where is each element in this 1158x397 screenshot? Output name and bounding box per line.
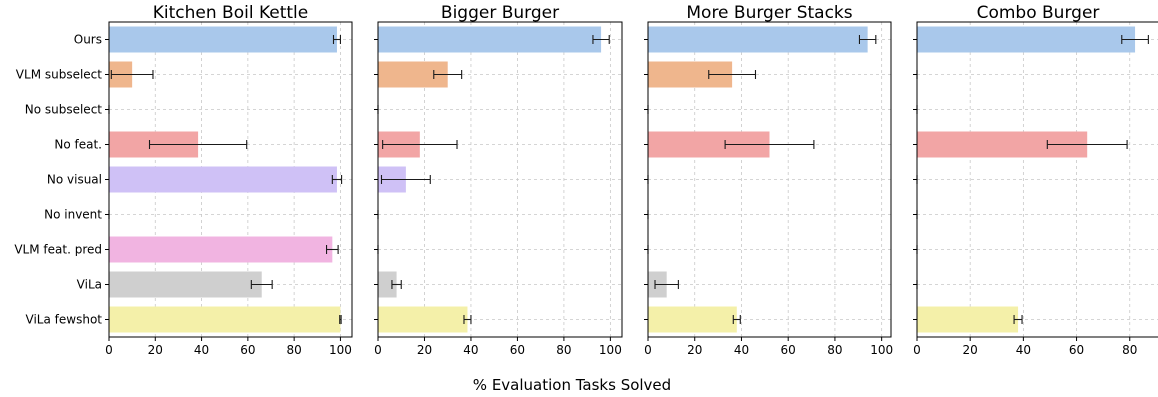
bar-ours [378,26,602,53]
bar-vila-fewshot [917,306,1019,333]
y-tick-label: No subselect [25,103,103,117]
x-tick-label: 60 [1069,343,1084,357]
y-tick-label: ViLa fewshot [26,313,103,327]
panel-title: Bigger Burger [441,3,559,23]
x-tick-label: 0 [374,343,382,357]
error-bar [724,140,815,149]
error-bar [382,140,458,149]
error-bar [380,175,431,184]
x-tick-label: 80 [556,343,571,357]
error-bar [463,315,472,324]
error-bar [433,70,463,79]
bar-no-visual [109,166,337,193]
y-tick-label: VLM feat. pred [14,243,102,257]
panel-4: 0 20 40 60 80 Combo Burger [913,3,1158,357]
bar-vila-fewshot [109,306,341,333]
y-tick-label: ViLa [77,278,102,292]
x-tick-label: 60 [781,343,796,357]
bar-vila-fewshot [648,306,737,333]
x-tick-label: 40 [463,343,478,357]
x-tick-label: 40 [194,343,209,357]
shared-x-axis-label: % Evaluation Tasks Solved [473,376,671,394]
bar-ours [648,26,868,53]
y-tick-label: No visual [47,173,102,187]
bar-vila-fewshot [378,306,468,333]
error-bar [250,280,273,289]
error-bar [391,280,402,289]
bar-ours [917,26,1136,53]
x-tick-label: 100 [329,343,352,357]
x-tick-label: 80 [827,343,842,357]
x-tick-label: 20 [687,343,702,357]
x-tick-label: 80 [287,343,302,357]
bar-vlm-feat-pred [109,236,333,263]
x-tick-label: 100 [870,343,893,357]
panel-2: 0 20 40 60 80 100 Bigger Burger [374,3,623,357]
error-bar [339,315,342,324]
x-tick-label: 0 [644,343,652,357]
error-bar [331,175,343,184]
x-tick-label: 0 [913,343,921,357]
error-bar [332,35,341,44]
panel-1: 0 20 40 60 80 100 Ours VLM subselect No subselec… [14,3,353,357]
y-tick-label: VLM subselect [16,68,102,82]
panel-title: Kitchen Boil Kettle [153,3,308,23]
x-tick-label: 100 [599,343,622,357]
error-bar [148,140,248,149]
panels: 0 20 40 60 80 100 Ours VLM subselect No subselec… [14,3,1158,357]
x-tick-label: 0 [105,343,113,357]
y-tick-label: No feat. [54,138,102,152]
error-bar [654,280,679,289]
x-tick-label: 20 [963,343,978,357]
panel-title: More Burger Stacks [686,3,852,23]
y-tick-label: Ours [74,33,102,47]
error-bar [592,35,610,44]
x-tick-label: 60 [240,343,255,357]
x-tick-label: 20 [148,343,163,357]
error-bar [325,245,339,254]
x-tick-label: 40 [734,343,749,357]
x-tick-label: 20 [417,343,432,357]
error-bar [708,70,757,79]
error-bar [1013,315,1023,324]
bar-vila [109,271,262,298]
x-tick-label: 60 [510,343,525,357]
error-bar [110,70,154,79]
x-tick-label: 80 [1122,343,1137,357]
y-tick-label: No invent [44,208,102,222]
bar-vila [378,271,397,298]
error-bar [1046,140,1128,149]
bar-ours [109,26,337,53]
panel-3: 0 20 40 60 80 100 More Burger Stacks [644,3,893,357]
error-bar [1121,35,1149,44]
error-bar [732,315,741,324]
x-tick-label: 40 [1016,343,1031,357]
error-bar [858,35,877,44]
panel-title: Combo Burger [977,3,1100,23]
